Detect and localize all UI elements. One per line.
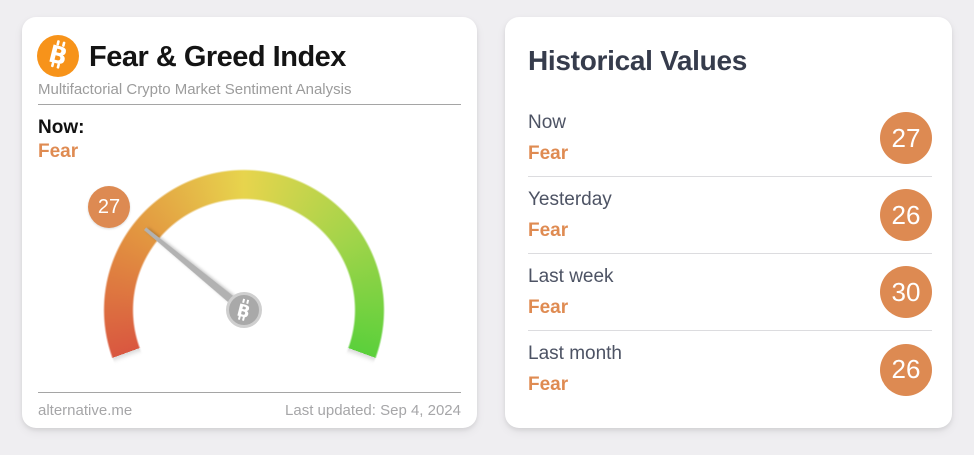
source-link[interactable]: alternative.me — [38, 402, 133, 419]
row-classification: Fear — [528, 296, 569, 318]
card-footer: alternative.me Last updated: Sep 4, 2024 — [38, 392, 461, 419]
history-row-last-month: Last month Fear 26 — [528, 331, 932, 408]
history-row-yesterday: Yesterday Fear 26 — [528, 177, 932, 254]
now-label: Now: — [38, 117, 85, 138]
last-updated-text: Last updated: Sep 4, 2024 — [285, 402, 461, 419]
row-label: Last week — [528, 265, 614, 287]
row-label: Yesterday — [528, 188, 612, 210]
fear-greed-card: B Fear & Greed Index Multifactorial Cryp… — [22, 17, 477, 451]
gauge-hub: B — [226, 292, 262, 328]
now-classification: Fear — [38, 141, 79, 162]
svg-text:B: B — [235, 301, 252, 324]
fear-greed-gauge: B 27 — [88, 169, 385, 451]
row-classification: Fear — [528, 219, 569, 241]
card-title: Fear & Greed Index — [89, 41, 346, 73]
row-classification: Fear — [528, 142, 569, 164]
bitcoin-icon: B — [37, 35, 79, 77]
header-divider — [38, 104, 461, 105]
row-classification: Fear — [528, 374, 569, 395]
gauge-value-badge: 27 — [88, 186, 130, 228]
historical-title: Historical Values — [528, 45, 748, 76]
historical-values-card: Historical Values Now Fear 27 Yesterday … — [505, 17, 952, 428]
row-label: Last month — [528, 343, 622, 364]
history-row-now: Now Fear 27 — [528, 100, 932, 177]
row-value-badge: 26 — [880, 343, 932, 396]
bitcoin-hub-icon: B — [235, 298, 252, 324]
row-label: Now — [528, 111, 567, 133]
gauge-needle — [144, 227, 250, 316]
row-value-badge: 30 — [880, 266, 932, 318]
historical-rows: Now Fear 27 Yesterday Fear 26 Last week … — [528, 100, 932, 408]
card-subtitle: Multifactorial Crypto Market Sentiment A… — [38, 81, 352, 98]
row-value-badge: 26 — [880, 189, 932, 241]
gauge-needle-overlay: B — [144, 227, 262, 328]
history-row-last-week: Last week Fear 30 — [528, 254, 932, 331]
row-value-badge: 27 — [880, 112, 932, 164]
